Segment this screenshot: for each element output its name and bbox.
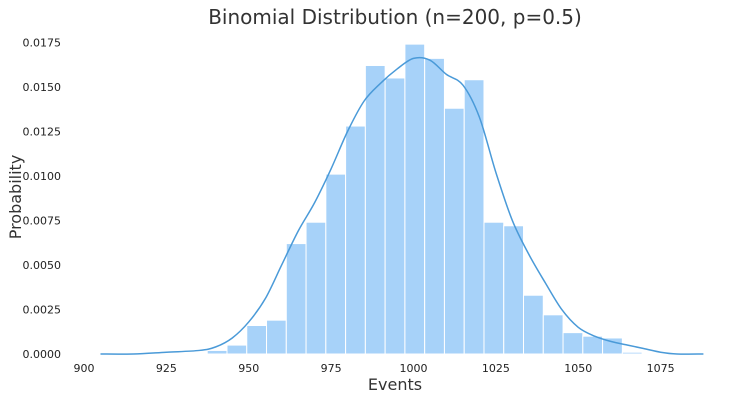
x-tick-label: 975 <box>321 362 342 375</box>
x-tick-label: 1025 <box>482 362 510 375</box>
x-tick-label: 900 <box>74 362 95 375</box>
histogram-bar <box>542 314 564 355</box>
y-tick-label: 0.0025 <box>23 303 62 316</box>
histogram-bar <box>483 221 505 355</box>
y-tick-label: 0.0000 <box>23 348 62 361</box>
y-tick-label: 0.0075 <box>23 214 62 227</box>
y-tick-label: 0.0100 <box>23 170 62 183</box>
histogram-bar <box>364 64 386 355</box>
histogram-bar <box>621 351 643 355</box>
kde-curve <box>100 56 704 355</box>
y-tick-label: 0.0175 <box>23 36 62 49</box>
histogram-bar <box>523 294 544 355</box>
histogram-bar <box>345 125 366 355</box>
y-axis-ticks: 0.0000 0.0025 0.0050 0.0075 0.0100 0.0125 0.01… <box>23 36 62 361</box>
histogram-bar <box>206 349 228 355</box>
x-tick-label: 950 <box>238 362 259 375</box>
histogram-bar <box>443 107 465 355</box>
y-tick-label: 0.0125 <box>23 125 62 138</box>
histogram-bars <box>206 43 643 355</box>
histogram-bar <box>602 337 623 355</box>
histogram-bar <box>226 344 248 355</box>
histogram-bar <box>305 221 327 355</box>
x-tick-label: 1000 <box>399 362 427 375</box>
y-tick-label: 0.0050 <box>23 259 62 272</box>
histogram-bar <box>384 77 406 355</box>
x-tick-label: 1075 <box>647 362 675 375</box>
x-tick-label: 1050 <box>564 362 592 375</box>
x-axis-label: Events <box>368 375 422 394</box>
histogram-bar <box>503 225 525 355</box>
histogram-bar <box>463 79 485 355</box>
x-axis-ticks: 900 925 950 975 1000 1025 1050 1075 <box>74 362 675 375</box>
y-tick-label: 0.0150 <box>23 81 62 94</box>
histogram-bar <box>325 173 347 355</box>
histogram-bar <box>424 57 445 355</box>
histogram-bar <box>285 243 307 355</box>
histogram-bar <box>266 319 287 355</box>
y-axis-label: Probability <box>6 155 25 240</box>
histogram-bar <box>404 43 426 355</box>
histogram-bar <box>562 332 584 355</box>
histogram-bar <box>246 325 268 355</box>
chart-title: Binomial Distribution (n=200, p=0.5) <box>208 5 582 29</box>
x-tick-label: 925 <box>156 362 177 375</box>
